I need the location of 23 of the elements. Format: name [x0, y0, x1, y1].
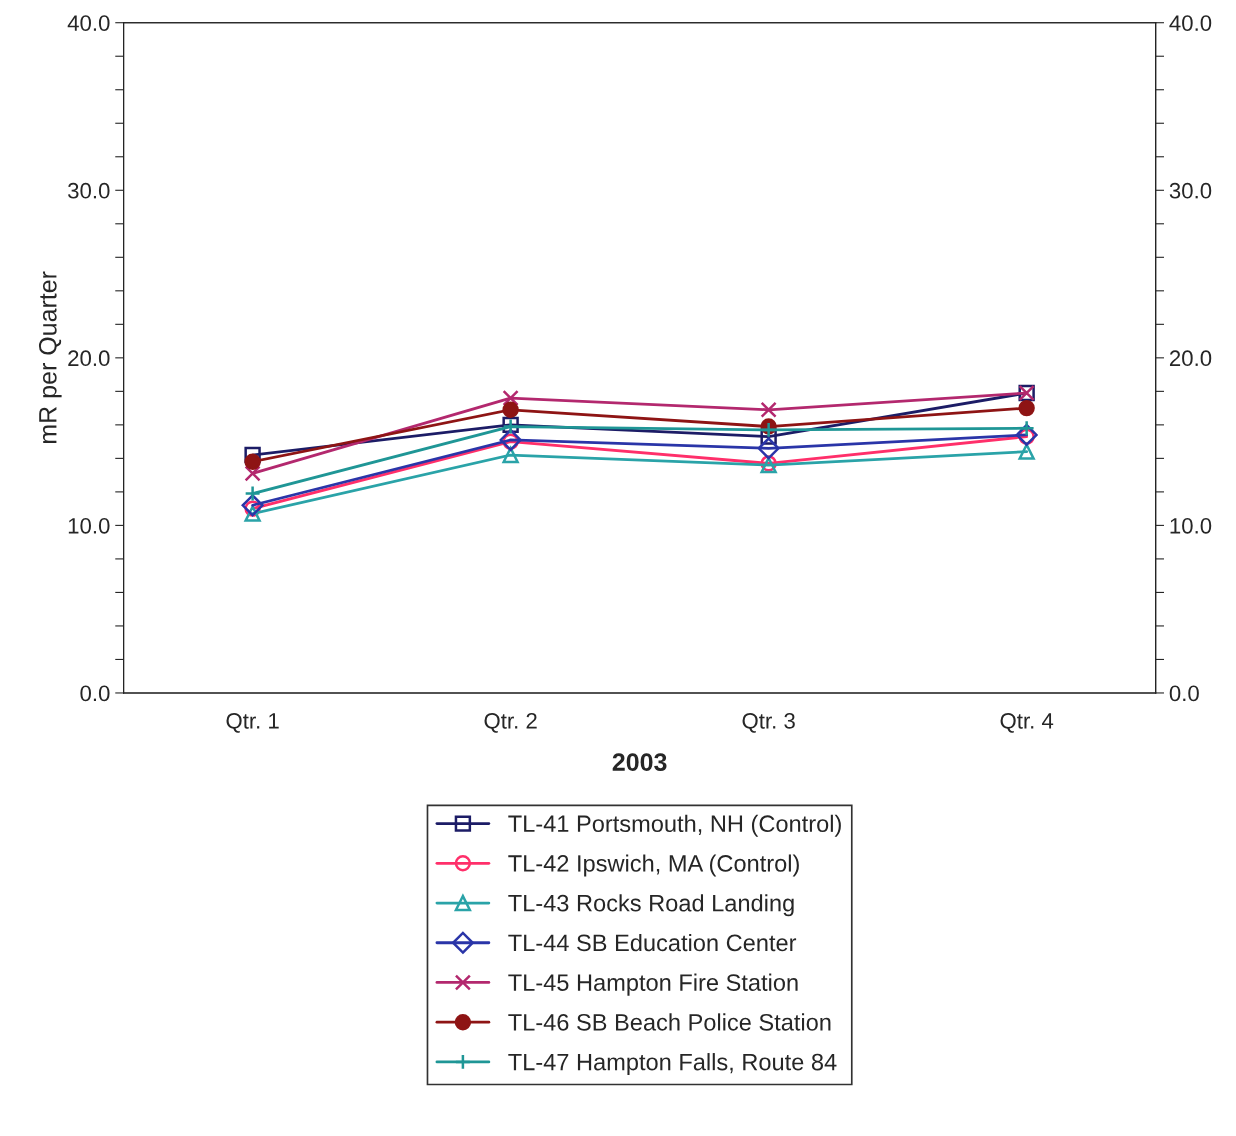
y-tick-label: 0.0	[80, 685, 110, 702]
x-tick-label: Qtr. 4	[1000, 712, 1054, 733]
legend-label: TL-47 Hampton Falls, Route 84	[508, 1053, 837, 1076]
x-axis-title: 2003	[612, 753, 667, 771]
y2-tick-label: 30.0	[1169, 182, 1212, 199]
x-tick-label: Qtr. 3	[742, 712, 795, 733]
y2-tick-label: 20.0	[1169, 350, 1212, 367]
y-tick-label: 30.0	[68, 182, 110, 199]
legend-label: TL-43 Rocks Road Landing	[508, 894, 794, 917]
y2-tick-label: 10.0	[1170, 517, 1212, 534]
y-axis-title: mR per Quarter	[38, 271, 62, 443]
legend-label: TL-42 Ipswich, MA (Control)	[508, 854, 799, 877]
legend-label: TL-44 SB Education Center	[508, 933, 797, 952]
y-tick-label: 40.0	[67, 15, 110, 31]
legend-label: TL-41 Portsmouth, NH (Control)	[508, 814, 841, 837]
legend-label: TL-45 Hampton Fire Station	[508, 973, 798, 996]
y-tick-label: 20.0	[68, 350, 110, 367]
y2-tick-label: 40.0	[1169, 15, 1212, 31]
x-tick-label: Qtr. 2	[484, 712, 537, 733]
y2-tick-label: 0.0	[1169, 685, 1199, 702]
y-tick-label: 10.0	[68, 517, 110, 534]
x-tick-label: Qtr. 1	[226, 712, 279, 733]
legend-label: TL-46 SB Beach Police Station	[508, 1013, 831, 1031]
